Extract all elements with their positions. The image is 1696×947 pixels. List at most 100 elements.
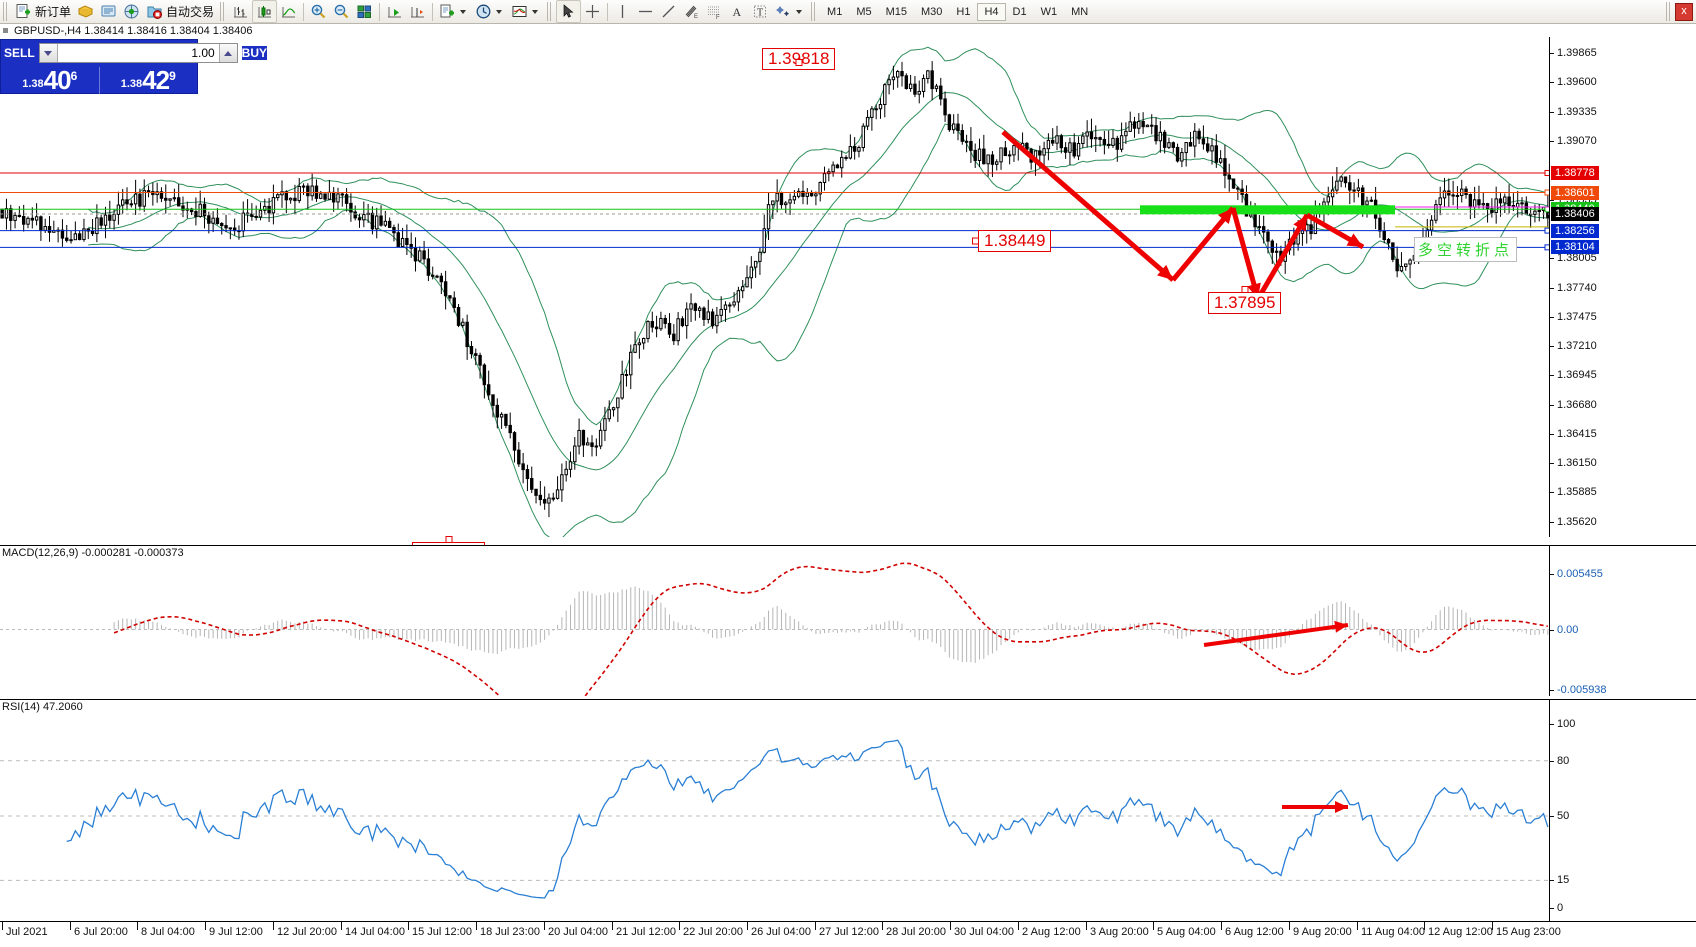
price-plot-area[interactable] [0, 37, 1550, 537]
horizontal-line-button[interactable] [634, 1, 657, 22]
text-label-button[interactable]: T [749, 1, 772, 22]
timeframe-w1[interactable]: W1 [1040, 5, 1058, 18]
time-label: 6 Jul 20:00 [74, 926, 128, 938]
candle-body [357, 217, 362, 221]
fibonacci-retracement-button[interactable]: F [703, 1, 726, 22]
toolbar-grip-4[interactable] [811, 2, 818, 21]
candle-body [990, 154, 995, 165]
horizontal-line-icon [639, 10, 653, 13]
candle-body [525, 469, 530, 480]
rsi-tick: 100 [1550, 718, 1575, 730]
time-label: 8 Jul 04:00 [141, 926, 195, 938]
volume-increase-button[interactable] [218, 44, 237, 62]
candle-body [1468, 194, 1473, 208]
metaquotes-id-button[interactable] [120, 1, 143, 22]
timeframe-d1[interactable]: D1 [1012, 5, 1027, 18]
price-chart-svg [0, 46, 1550, 537]
chevron-down-icon-4[interactable] [796, 9, 803, 14]
rsi-chart-svg [0, 739, 1550, 899]
timeframe-m15[interactable]: M15 [885, 5, 907, 18]
toolbar-grip-3[interactable] [547, 2, 554, 21]
price-tag-horizontal-line[interactable]: 1.38256 [1551, 223, 1599, 238]
buy-button[interactable]: BUY [241, 46, 268, 60]
wallet-button[interactable] [74, 1, 97, 22]
toolbar-grip-2[interactable] [220, 2, 227, 21]
candle-body [392, 226, 396, 234]
price-chart-pane[interactable]: 1.39865 1.39600 1.39335 1.39070 1.38535 1.380… [0, 37, 1696, 564]
candle-body [1012, 145, 1016, 156]
sell-price[interactable]: 1.38 40 6 [1, 67, 100, 94]
candle-body [202, 203, 207, 217]
candle-body [1094, 137, 1098, 140]
annotation-level-138449[interactable]: 1.38449 [978, 230, 1052, 252]
price-tag-horizontal-line[interactable]: 1.38601 [1551, 185, 1599, 200]
annotation-swing-high-139818[interactable]: 1.39818 [762, 48, 836, 70]
crosshair-button[interactable] [581, 1, 604, 22]
candle-body [1352, 189, 1356, 192]
time-axis[interactable]: Jul 2021 6 Jul 20:00 8 Jul 04:00 9 Jul 12:0… [0, 921, 1696, 947]
rsi-tick: 50 [1550, 810, 1569, 822]
line-chart-button[interactable] [277, 1, 300, 22]
candle-body [775, 192, 779, 202]
sell-button[interactable]: SELL [4, 46, 35, 60]
text-button[interactable]: A [726, 1, 749, 22]
rsi-pane[interactable]: RSI(14) 47.2060 100 80 50 15 0 [0, 699, 1696, 922]
price-tag-last-price[interactable]: 1.38406 [1551, 207, 1599, 222]
chevron-down-icon-2[interactable] [496, 9, 503, 14]
timeframe-h4[interactable]: H4 [977, 2, 1006, 21]
new-order-button[interactable]: 新订单 [12, 1, 74, 22]
rsi-plot-area[interactable] [0, 700, 1550, 922]
rsi-axis[interactable]: 100 80 50 15 0 [1549, 700, 1696, 922]
chart-tile-button[interactable] [353, 1, 376, 22]
timeframe-m30[interactable]: M30 [921, 5, 943, 18]
price-tag-horizontal-line[interactable]: 1.38104 [1551, 240, 1599, 255]
vertical-line-button[interactable] [611, 1, 634, 22]
bar-chart-button[interactable] [229, 1, 252, 22]
zoom-in-button[interactable] [307, 1, 330, 22]
chevron-down-icon[interactable] [460, 9, 467, 14]
timeframe-m1[interactable]: M1 [827, 5, 843, 18]
annotation-swing-low-137895[interactable]: 1.37895 [1208, 292, 1282, 314]
price-axis[interactable]: 1.39865 1.39600 1.39335 1.39070 1.38535 1.380… [1549, 37, 1696, 537]
timeframe-h1[interactable]: H1 [956, 5, 971, 18]
indicators-button[interactable] [436, 1, 472, 22]
equidistant-channel-button[interactable]: E [680, 1, 703, 22]
cursor-button[interactable] [556, 0, 582, 23]
timeframe-mn[interactable]: MN [1071, 5, 1089, 18]
trendline-button[interactable] [657, 1, 680, 22]
chevron-down-icon-3[interactable] [532, 9, 539, 14]
macd-pane[interactable]: MACD(12,26,9) -0.000281 -0.000373 0.0054… [0, 545, 1696, 696]
toolbar-grip[interactable] [3, 2, 9, 21]
toolbar-grip-5[interactable] [1666, 2, 1672, 21]
one-click-trading-panel[interactable]: SELL BUY 1.38 40 6 1.38 42 9 [0, 39, 268, 94]
timeframe-m5[interactable]: M5 [856, 5, 872, 18]
chart-shift-button[interactable] [406, 1, 429, 22]
candle-body [809, 192, 814, 197]
candlestick-chart-button[interactable] [252, 0, 278, 23]
time-label: 27 Jul 12:00 [819, 926, 879, 938]
zoom-out-button[interactable] [330, 1, 353, 22]
volume-decrease-button[interactable] [39, 44, 58, 62]
close-button[interactable]: x [1675, 2, 1693, 21]
templates-button[interactable] [508, 1, 544, 22]
candle-body [969, 140, 973, 151]
periods-button[interactable] [472, 1, 508, 22]
volume-input[interactable] [57, 44, 219, 62]
buy-price[interactable]: 1.38 42 9 [100, 67, 198, 94]
candle-body [973, 149, 977, 161]
price-tag-horizontal-line[interactable]: 1.38778 [1551, 165, 1599, 180]
shapes-button[interactable] [772, 1, 808, 22]
candle-body [133, 193, 138, 205]
candle-body [1063, 147, 1068, 153]
auto-scroll-button[interactable] [383, 1, 406, 22]
volume-stepper[interactable] [38, 43, 238, 63]
price-tick: 1.37740 [1550, 282, 1597, 294]
auto-trading-button[interactable]: 自动交易 [143, 1, 217, 22]
candle-body [448, 295, 452, 299]
terminal-button[interactable] [97, 1, 120, 22]
annotation-chinese-note[interactable]: 多空转折点 [1414, 237, 1518, 262]
candle-body [659, 317, 663, 330]
candle-body [1438, 197, 1442, 206]
macd-plot-area[interactable] [0, 546, 1550, 696]
macd-axis[interactable]: 0.005455 0.00 -0.005938 [1549, 546, 1696, 696]
